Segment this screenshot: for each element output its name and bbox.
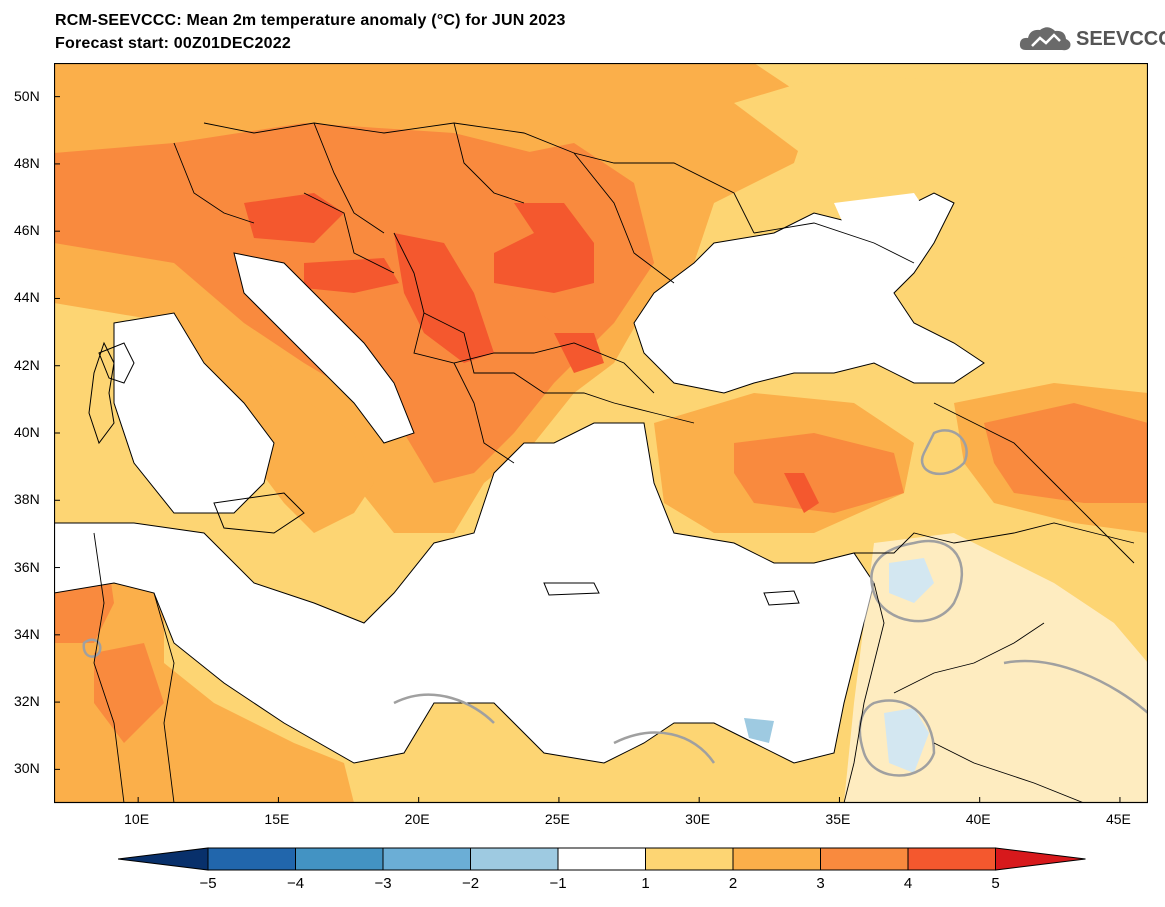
lon-tick-label: 35E [825, 811, 851, 827]
lat-tick-label: 42N [14, 356, 40, 373]
lat-tick-label: 48N [14, 154, 40, 171]
zero-contour-lines [82, 429, 1148, 777]
anomaly-zone-4-5-romania [494, 203, 594, 293]
anomaly-zone-neg-egypt [744, 718, 774, 743]
coastlines [88, 341, 800, 606]
colorbar-label: −5 [199, 875, 216, 892]
colorbar-label: 2 [729, 875, 737, 892]
lat-tick-label: 36N [14, 558, 40, 575]
lon-tick-label: 30E [685, 811, 711, 827]
lon-tick-label: 10E [124, 811, 150, 827]
lat-tick-label: 38N [14, 491, 40, 508]
tyrrhenian-sea [113, 312, 275, 514]
temperature-anomaly-map [54, 63, 1148, 804]
lat-tick-label: 40N [14, 424, 40, 440]
anomaly-zone-3-4-east [984, 403, 1148, 503]
colorbar-min-arrow [118, 847, 209, 871]
anomaly-zone-4-5-slovenia [244, 193, 344, 243]
colorbar-segment [907, 847, 996, 871]
adriatic-sea [233, 252, 415, 444]
anomaly-zone-4-5-bulgaria [554, 333, 604, 373]
lat-tick-label: 50N [14, 87, 40, 104]
cloud-logo-icon [1019, 27, 1071, 51]
lat-tick-label: 44N [14, 289, 40, 306]
anomaly-zone-4-5-serbia [394, 233, 494, 363]
anomaly-zone-3-4-turkey [734, 433, 904, 513]
anomaly-zone-3-4-tunisia [94, 643, 164, 743]
colorbar-label: 4 [904, 875, 912, 892]
lon-tick-label: 40E [965, 811, 991, 827]
colorbar-label: −2 [462, 875, 479, 892]
colorbar-label: −1 [549, 875, 566, 892]
colorbar: −5 −4 −3 −2 −1 1 2 3 4 5 [118, 847, 1086, 892]
latitude-axis [54, 96, 60, 770]
colorbar-label: −3 [374, 875, 391, 892]
colorbar-label: 1 [641, 875, 649, 892]
colorbar-segment [645, 847, 734, 871]
colorbar-segment [295, 847, 384, 871]
lat-tick-label: 46N [14, 222, 40, 239]
colorbar-max-arrow [995, 847, 1086, 871]
colorbar-label: 5 [991, 875, 999, 892]
colorbar-segment [207, 847, 296, 871]
lon-tick-label: 20E [404, 811, 430, 827]
seevccc-logo: SEEVCCC [1018, 24, 1165, 54]
lat-tick-label: 34N [14, 625, 40, 642]
lat-tick-label: 30N [14, 760, 40, 777]
levant-white-area [844, 533, 1148, 803]
lon-tick-label: 15E [264, 811, 290, 827]
logo-text: SEEVCCC [1076, 27, 1165, 50]
forecast-start-label: Forecast start: 00Z01DEC2022 [55, 35, 291, 52]
colorbar-segment [382, 847, 471, 871]
lat-tick-label: 32N [14, 693, 40, 710]
colorbar-label: 3 [816, 875, 824, 892]
colorbar-segment [470, 847, 559, 871]
colorbar-segment [732, 847, 821, 871]
lon-tick-label: 25E [544, 811, 570, 827]
country-borders [93, 122, 1135, 803]
anomaly-zone-4-5-bosnia [304, 258, 399, 293]
longitude-axis [137, 797, 1121, 803]
map-title: RCM-SEEVCCC: Mean 2m temperature anomaly… [55, 12, 566, 29]
anomaly-zone-2-3-africa [54, 553, 354, 803]
lon-tick-label: 45E [1105, 811, 1131, 827]
colorbar-segment [557, 847, 646, 871]
colorbar-label: −4 [287, 875, 304, 892]
anomaly-zone-1-2-ukraine [734, 73, 1148, 263]
anomaly-zone-4-5-turkey [784, 473, 819, 513]
colorbar-segment [820, 847, 909, 871]
